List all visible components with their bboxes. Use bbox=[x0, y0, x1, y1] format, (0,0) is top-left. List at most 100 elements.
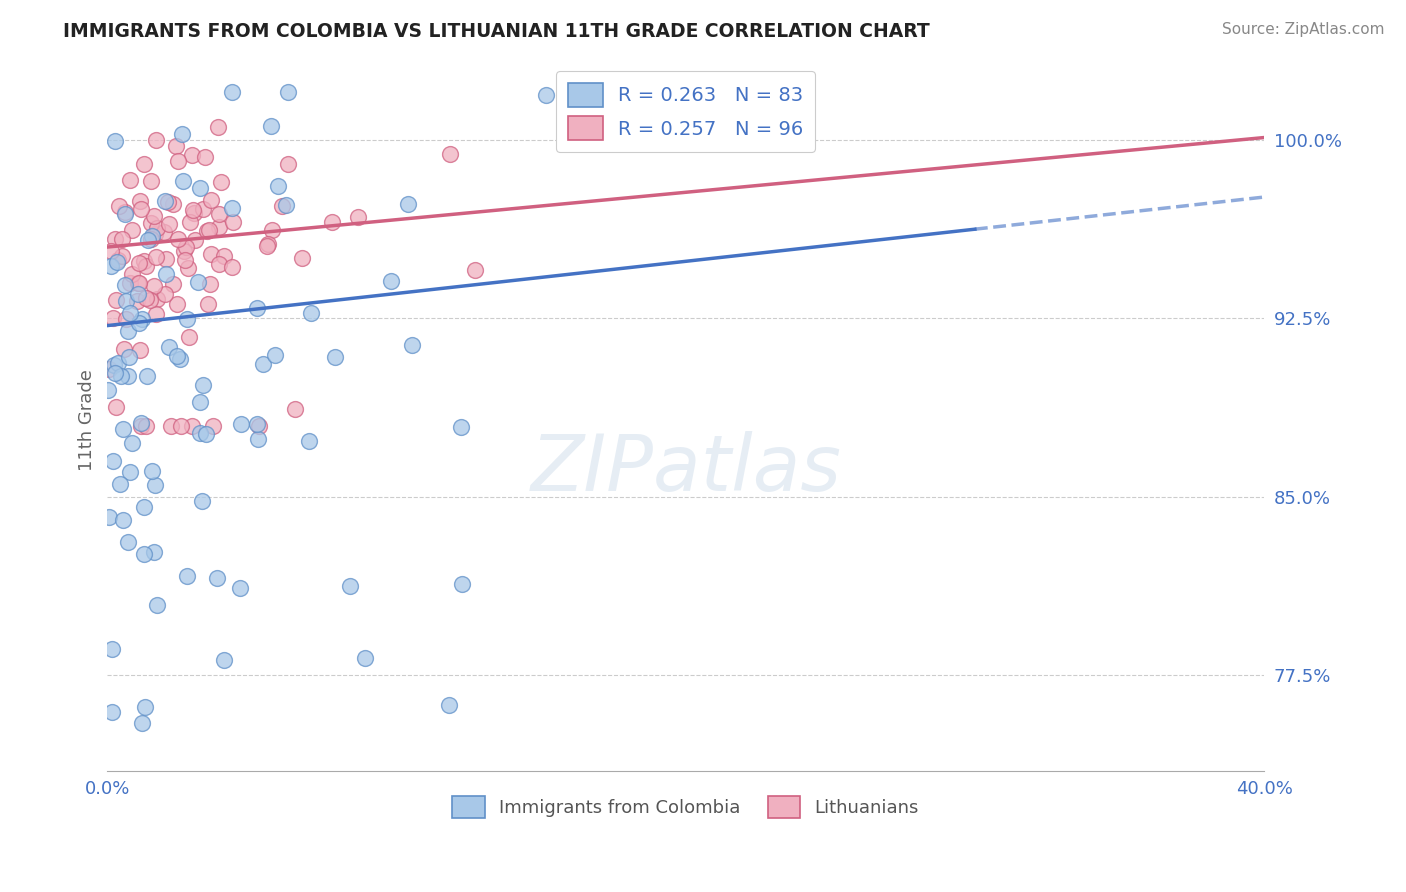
Point bbox=[141, 228, 163, 243]
Point bbox=[101, 641, 124, 656]
Point bbox=[166, 153, 188, 168]
Point bbox=[183, 233, 205, 247]
Point bbox=[271, 199, 294, 213]
Point bbox=[153, 286, 176, 301]
Point bbox=[157, 339, 180, 353]
Point bbox=[173, 244, 195, 258]
Point bbox=[111, 249, 134, 263]
Point bbox=[136, 233, 159, 247]
Point bbox=[104, 400, 127, 414]
Point bbox=[380, 274, 402, 288]
Text: IMMIGRANTS FROM COLOMBIA VS LITHUANIAN 11TH GRADE CORRELATION CHART: IMMIGRANTS FROM COLOMBIA VS LITHUANIAN 1… bbox=[63, 22, 929, 41]
Point bbox=[228, 582, 250, 596]
Point bbox=[207, 207, 229, 221]
Point bbox=[246, 301, 269, 315]
Text: Source: ZipAtlas.com: Source: ZipAtlas.com bbox=[1222, 22, 1385, 37]
Point bbox=[145, 250, 167, 264]
Y-axis label: 11th Grade: 11th Grade bbox=[79, 368, 96, 471]
Point bbox=[100, 259, 122, 273]
Point bbox=[193, 202, 215, 216]
Point bbox=[129, 417, 152, 431]
Point bbox=[176, 569, 198, 583]
Point bbox=[135, 418, 157, 433]
Point bbox=[170, 418, 193, 433]
Point bbox=[209, 175, 232, 189]
Point bbox=[145, 220, 167, 235]
Point bbox=[166, 349, 188, 363]
Point bbox=[143, 227, 166, 241]
Point bbox=[118, 306, 141, 320]
Point bbox=[103, 454, 125, 468]
Point bbox=[277, 156, 299, 170]
Point bbox=[110, 368, 132, 383]
Point bbox=[274, 198, 297, 212]
Point bbox=[118, 466, 141, 480]
Point bbox=[132, 157, 155, 171]
Point bbox=[153, 194, 176, 208]
Point bbox=[191, 493, 214, 508]
Point bbox=[117, 324, 139, 338]
Point bbox=[346, 210, 368, 224]
Point bbox=[198, 277, 221, 292]
Point bbox=[132, 500, 155, 515]
Point bbox=[221, 260, 243, 275]
Point bbox=[131, 312, 153, 326]
Point bbox=[165, 139, 187, 153]
Point bbox=[107, 199, 129, 213]
Point bbox=[188, 394, 211, 409]
Point bbox=[112, 342, 135, 356]
Point bbox=[128, 316, 150, 330]
Point bbox=[127, 287, 149, 301]
Point bbox=[115, 293, 138, 308]
Point bbox=[162, 277, 184, 292]
Point bbox=[299, 306, 322, 320]
Point bbox=[128, 276, 150, 290]
Point bbox=[183, 205, 205, 219]
Point bbox=[194, 150, 217, 164]
Point bbox=[115, 312, 138, 326]
Point bbox=[169, 351, 191, 366]
Point bbox=[141, 232, 163, 246]
Point bbox=[156, 195, 179, 210]
Point bbox=[339, 579, 361, 593]
Point bbox=[246, 417, 269, 432]
Point bbox=[174, 253, 197, 268]
Point bbox=[97, 383, 120, 397]
Point bbox=[191, 378, 214, 392]
Point bbox=[179, 215, 201, 229]
Point bbox=[142, 210, 165, 224]
Point bbox=[166, 297, 188, 311]
Point bbox=[260, 119, 283, 133]
Point bbox=[298, 434, 321, 448]
Point bbox=[176, 261, 198, 276]
Point bbox=[247, 418, 270, 433]
Point bbox=[439, 147, 461, 161]
Legend: Immigrants from Colombia, Lithuanians: Immigrants from Colombia, Lithuanians bbox=[446, 789, 927, 825]
Point bbox=[170, 127, 193, 141]
Point bbox=[129, 194, 152, 209]
Point bbox=[181, 202, 204, 217]
Point bbox=[104, 232, 127, 246]
Point bbox=[212, 653, 235, 667]
Point bbox=[323, 350, 346, 364]
Point bbox=[534, 87, 557, 102]
Point bbox=[188, 425, 211, 440]
Point bbox=[134, 700, 156, 714]
Point bbox=[107, 356, 129, 370]
Point bbox=[117, 535, 139, 549]
Point bbox=[107, 253, 129, 268]
Point bbox=[207, 571, 229, 585]
Point bbox=[172, 174, 194, 188]
Point bbox=[127, 276, 149, 290]
Point bbox=[256, 237, 278, 252]
Point bbox=[134, 547, 156, 561]
Point bbox=[200, 246, 222, 260]
Point bbox=[101, 310, 124, 325]
Point bbox=[290, 251, 312, 265]
Point bbox=[197, 297, 219, 311]
Point bbox=[118, 350, 141, 364]
Point bbox=[260, 223, 283, 237]
Point bbox=[195, 224, 218, 238]
Point bbox=[100, 244, 122, 258]
Point bbox=[212, 249, 235, 263]
